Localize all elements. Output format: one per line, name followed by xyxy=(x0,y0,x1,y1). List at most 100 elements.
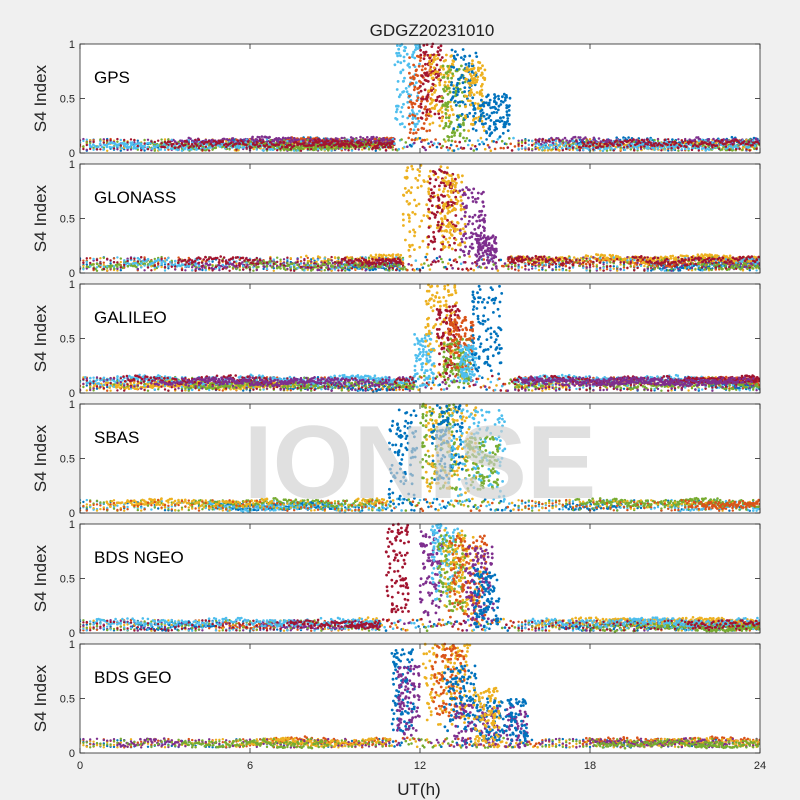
data-point xyxy=(622,266,626,269)
data-point xyxy=(478,117,482,120)
data-point xyxy=(403,76,406,80)
data-point xyxy=(136,148,139,151)
data-point xyxy=(752,139,755,142)
data-point xyxy=(401,68,405,72)
data-point xyxy=(450,135,454,139)
data-point xyxy=(411,121,414,125)
data-point xyxy=(85,141,89,144)
data-point xyxy=(517,269,520,272)
data-point xyxy=(694,140,697,143)
data-point xyxy=(399,54,402,58)
data-point xyxy=(756,140,759,144)
data-point xyxy=(440,99,444,103)
data-point xyxy=(444,112,448,115)
data-point xyxy=(450,62,454,66)
data-point xyxy=(396,253,400,256)
data-point xyxy=(230,137,234,140)
data-point xyxy=(311,257,315,260)
data-point xyxy=(450,65,453,69)
data-point xyxy=(447,119,451,123)
data-point xyxy=(506,117,510,120)
data-point xyxy=(436,50,440,54)
data-point xyxy=(404,87,408,90)
data-point xyxy=(476,75,480,79)
data-point xyxy=(601,145,605,148)
data-point xyxy=(297,138,300,141)
data-point xyxy=(534,138,537,141)
data-point xyxy=(224,142,228,145)
data-point xyxy=(482,104,486,108)
data-point xyxy=(252,142,255,145)
data-point xyxy=(318,140,321,143)
data-point xyxy=(116,148,119,151)
y-axis-label: S4 Index xyxy=(31,64,50,132)
data-point xyxy=(268,135,271,139)
data-point xyxy=(507,109,511,112)
data-point xyxy=(449,120,453,124)
data-point xyxy=(524,141,527,145)
data-point xyxy=(630,140,634,143)
data-point xyxy=(472,93,476,97)
data-point xyxy=(406,100,410,104)
data-point xyxy=(381,142,384,145)
data-point xyxy=(296,146,299,149)
data-point xyxy=(397,95,401,99)
data-point xyxy=(670,147,673,150)
data-point xyxy=(422,122,426,125)
data-point xyxy=(753,144,757,148)
data-point xyxy=(112,147,116,150)
data-point xyxy=(464,105,468,108)
data-point xyxy=(712,137,715,141)
data-point xyxy=(436,70,440,74)
data-point xyxy=(430,89,434,92)
data-point xyxy=(419,102,423,106)
data-point xyxy=(480,113,483,116)
data-point xyxy=(140,149,143,152)
data-point xyxy=(119,138,123,142)
data-point xyxy=(473,108,477,111)
data-point xyxy=(738,147,741,150)
data-point xyxy=(429,110,432,114)
data-point xyxy=(420,99,423,103)
data-point xyxy=(414,73,418,77)
data-point xyxy=(428,56,432,60)
data-point xyxy=(503,98,507,102)
data-point xyxy=(462,58,466,61)
data-point xyxy=(605,149,609,152)
data-point xyxy=(731,146,735,150)
data-point xyxy=(582,144,585,148)
data-point xyxy=(472,149,476,152)
data-point xyxy=(412,128,416,132)
data-point xyxy=(408,83,412,86)
data-point xyxy=(458,132,462,136)
data-point xyxy=(430,86,434,90)
data-point xyxy=(735,148,738,151)
data-point xyxy=(177,146,180,149)
data-point xyxy=(306,256,309,260)
data-point xyxy=(440,110,444,114)
data-point xyxy=(571,144,574,147)
data-point xyxy=(337,142,340,145)
data-point xyxy=(715,144,719,147)
data-point xyxy=(417,91,421,94)
data-point xyxy=(462,123,465,127)
data-point xyxy=(126,143,129,146)
data-point xyxy=(450,83,453,87)
data-point xyxy=(428,129,432,132)
data-point xyxy=(106,149,109,152)
data-point xyxy=(363,146,366,150)
data-point xyxy=(428,62,432,66)
data-point xyxy=(732,259,736,263)
data-point xyxy=(391,253,395,256)
data-point xyxy=(446,70,450,74)
data-point xyxy=(82,137,85,141)
data-point xyxy=(677,138,680,141)
data-point xyxy=(418,109,421,113)
data-point xyxy=(102,263,106,267)
data-point xyxy=(455,128,459,132)
data-point xyxy=(180,149,184,152)
data-point xyxy=(126,148,129,152)
data-point xyxy=(534,143,537,146)
data-point xyxy=(140,142,143,145)
data-point xyxy=(437,74,440,78)
